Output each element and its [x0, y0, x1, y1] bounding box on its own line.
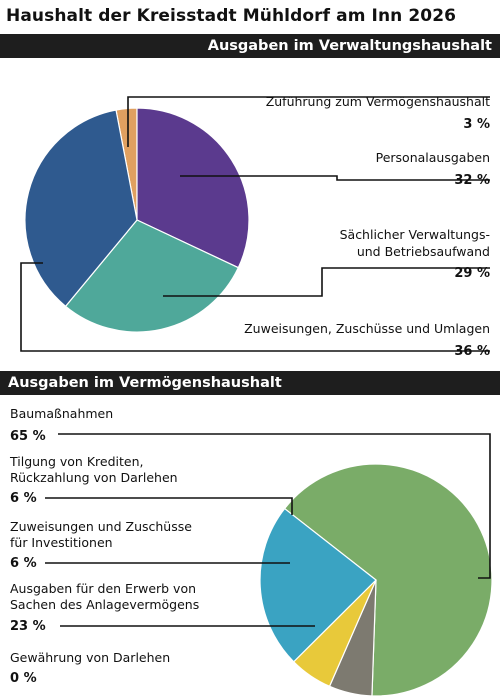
- pie1-leader-2: [163, 267, 490, 297]
- pie1-leader-3: [20, 262, 490, 352]
- pie2-value-label-1: 6 %: [10, 491, 37, 506]
- pie2-slice-0: [283, 463, 493, 697]
- pie1-label-2-line-0: Sächlicher Verwaltungs-: [340, 227, 490, 242]
- pie2-label-3-line-1: Sachen des Anlagevermögens: [10, 597, 199, 612]
- pie1-slice-3: [24, 109, 138, 308]
- pie2-leader-0: [58, 433, 491, 579]
- pie2-label-3-line-0: Ausgaben für den Erwerb von: [10, 581, 196, 596]
- pie1-value-label-0: 3 %: [463, 117, 490, 132]
- pie1-label-2-line-1: und Betriebsaufwand: [357, 244, 490, 259]
- pie1-leader-0: [127, 96, 490, 147]
- pie2-leader-1: [45, 497, 293, 515]
- pie2-value-label-0: 65 %: [10, 429, 46, 444]
- pie1-slice-1: [136, 107, 250, 269]
- pie1-label-3-line-0: Zuweisungen, Zuschüsse und Umlagen: [244, 321, 490, 336]
- page-title: Haushalt der Kreisstadt Mühldorf am Inn …: [6, 6, 457, 26]
- pie2-label-0-line-0: Baumaßnahmen: [10, 406, 113, 421]
- pie2-slice-3: [259, 507, 377, 663]
- pie2-label-2-line-0: Zuweisungen und Zuschüsse: [10, 519, 192, 534]
- pie1-leader-1: [180, 175, 490, 181]
- pie2-label-2-line-1: für Investitionen: [10, 535, 113, 550]
- pie2-label-4-line-0: Gewährung von Darlehen: [10, 650, 170, 665]
- pie1-slice-2: [64, 219, 240, 333]
- pie1-value-label-2: 29 %: [454, 266, 490, 281]
- pie2-value-label-4: 0 %: [10, 671, 37, 686]
- pie2-value-label-2: 6 %: [10, 556, 37, 571]
- section-header-verwaltungshaushalt: Ausgaben im Verwaltungshaushalt: [0, 34, 500, 58]
- pie2-value-label-3: 23 %: [10, 619, 46, 634]
- pie2-label-1-line-0: Tilgung von Krediten,: [9, 454, 143, 469]
- pie2-label-1-line-1: Rückzahlung von Darlehen: [10, 470, 178, 485]
- section-header-vermoegenshaushalt: Ausgaben im Vermögenshaushalt: [0, 371, 500, 395]
- pie1-label-1-line-0: Personalausgaben: [376, 150, 490, 165]
